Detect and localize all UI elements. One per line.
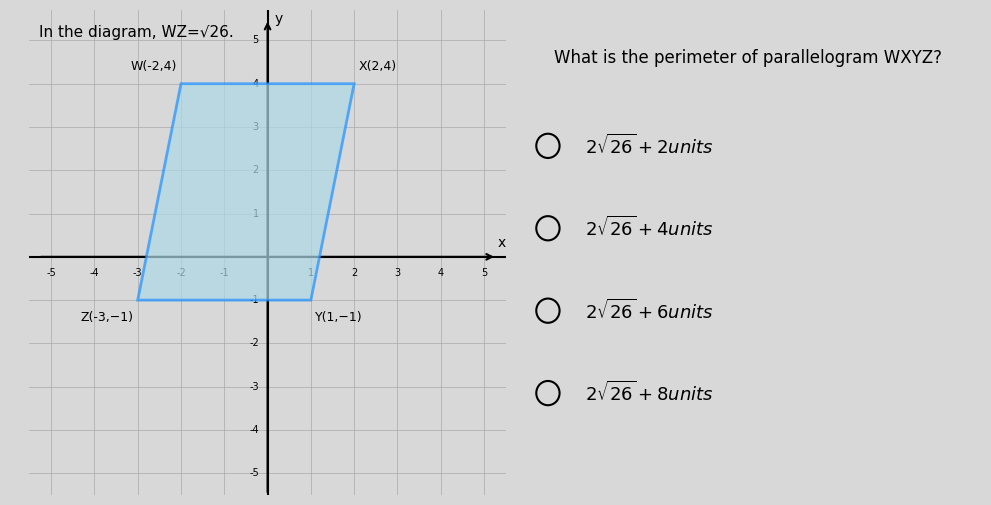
Text: In the diagram, WZ=√26.: In the diagram, WZ=√26. (39, 25, 234, 40)
Text: Z(-3,−1): Z(-3,−1) (80, 311, 134, 324)
Text: 2: 2 (253, 165, 259, 175)
Text: 5: 5 (253, 35, 259, 45)
Text: -5: -5 (249, 468, 259, 478)
Text: 3: 3 (394, 268, 400, 278)
Polygon shape (138, 84, 354, 300)
Text: -2: -2 (176, 268, 186, 278)
Text: What is the perimeter of parallelogram WXYZ?: What is the perimeter of parallelogram W… (554, 49, 942, 67)
Text: x: x (497, 236, 505, 250)
Text: 1: 1 (308, 268, 314, 278)
Text: -3: -3 (133, 268, 143, 278)
Text: 2: 2 (351, 268, 358, 278)
Text: 4: 4 (253, 79, 259, 89)
Text: Y(1,−1): Y(1,−1) (315, 311, 363, 324)
Text: y: y (275, 12, 282, 26)
Text: -1: -1 (250, 295, 259, 305)
Text: W(-2,4): W(-2,4) (130, 60, 176, 73)
Text: -3: -3 (250, 382, 259, 392)
Text: -1: -1 (219, 268, 229, 278)
Text: X(2,4): X(2,4) (359, 60, 396, 73)
Text: 4: 4 (438, 268, 444, 278)
Text: 5: 5 (481, 268, 488, 278)
Text: $2\sqrt{26} + 8 units$: $2\sqrt{26} + 8 units$ (585, 381, 714, 405)
Text: -5: -5 (47, 268, 56, 278)
Text: -4: -4 (250, 425, 259, 435)
Text: $2\sqrt{26} + 6 units$: $2\sqrt{26} + 6 units$ (585, 298, 714, 323)
Text: $2\sqrt{26} + 2 units$: $2\sqrt{26} + 2 units$ (585, 134, 714, 158)
Text: 3: 3 (253, 122, 259, 132)
Text: $2\sqrt{26} + 4 units$: $2\sqrt{26} + 4 units$ (585, 216, 714, 240)
Text: -2: -2 (249, 338, 259, 348)
Text: -4: -4 (89, 268, 99, 278)
Text: 1: 1 (253, 209, 259, 219)
